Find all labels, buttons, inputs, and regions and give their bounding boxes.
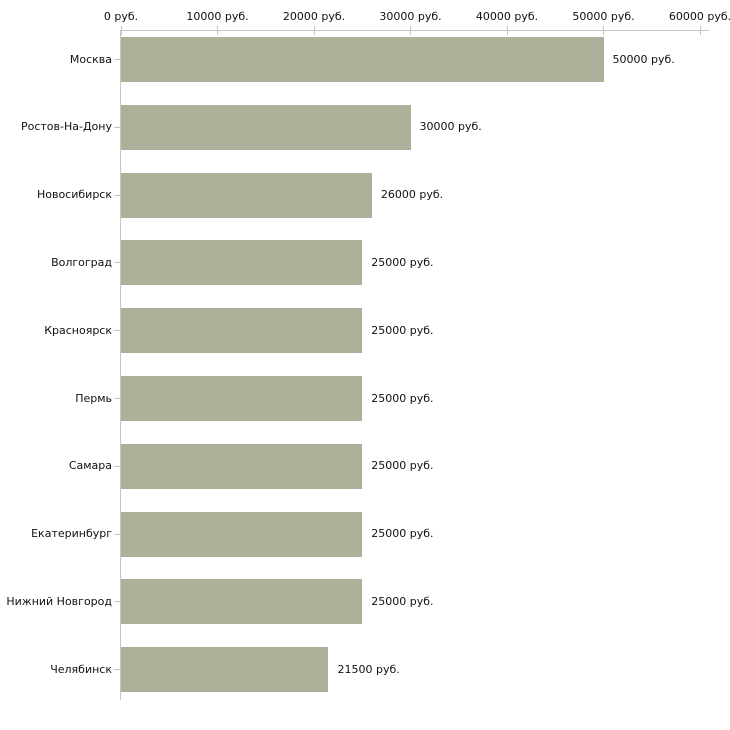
category-label: Волгоград [51,255,112,269]
category-label: Новосибирск [36,188,112,202]
bar [121,308,363,354]
value-label: 30000 руб. [419,120,482,134]
value-label: 50000 руб. [612,52,675,66]
value-label: 25000 руб. [371,459,434,473]
category-label: Екатеринбург [31,527,112,541]
category-label: Пермь [75,391,112,405]
x-tick-mark [410,26,411,35]
y-tick-mark [114,59,120,60]
y-tick-mark [114,669,120,671]
x-tick-mark [699,26,701,35]
bar [121,37,604,82]
y-tick-mark [114,398,120,399]
value-label: 25000 руб. [371,527,434,541]
bar [121,511,363,557]
bar [121,240,363,286]
x-tick-label: 20000 руб. [282,10,346,23]
category-label: Самара [68,459,112,473]
y-tick-mark [114,126,120,128]
x-tick-label: 40000 руб. [475,10,539,23]
y-tick-mark [114,465,120,467]
x-tick-mark [313,26,315,35]
x-tick-label: 50000 руб. [572,10,635,23]
bar [121,647,329,693]
value-label: 25000 руб. [371,255,434,269]
y-axis-line [120,30,121,700]
category-label: Ростов-На-Дону [20,120,112,134]
y-tick-mark [114,262,120,264]
bar [121,104,411,150]
x-tick-mark [217,26,218,35]
category-label: Челябинск [50,662,112,676]
x-tick-label: 30000 руб. [379,10,442,23]
x-axis-line [120,30,709,31]
value-label: 25000 руб. [371,594,434,608]
x-tick-label: 60000 руб. [668,10,730,23]
category-label: Красноярск [44,323,112,337]
value-label: 21500 руб. [337,662,400,676]
x-tick-label: 10000 руб. [186,10,249,23]
x-tick-label: 0 руб. [103,10,139,23]
value-label: 25000 руб. [371,323,434,337]
category-label: Нижний Новгород [6,594,112,608]
value-label: 25000 руб. [371,391,434,405]
y-tick-mark [114,194,120,196]
y-tick-mark [114,330,120,332]
x-tick-mark [506,26,508,35]
x-tick-mark [120,26,122,35]
x-tick-mark [603,26,604,35]
category-label: Москва [69,52,112,66]
y-tick-mark [114,601,120,603]
bar [121,376,363,421]
y-tick-mark [114,533,120,535]
bar [121,443,363,489]
value-label: 26000 руб. [380,188,444,202]
bar [121,172,372,218]
bar [121,579,363,625]
